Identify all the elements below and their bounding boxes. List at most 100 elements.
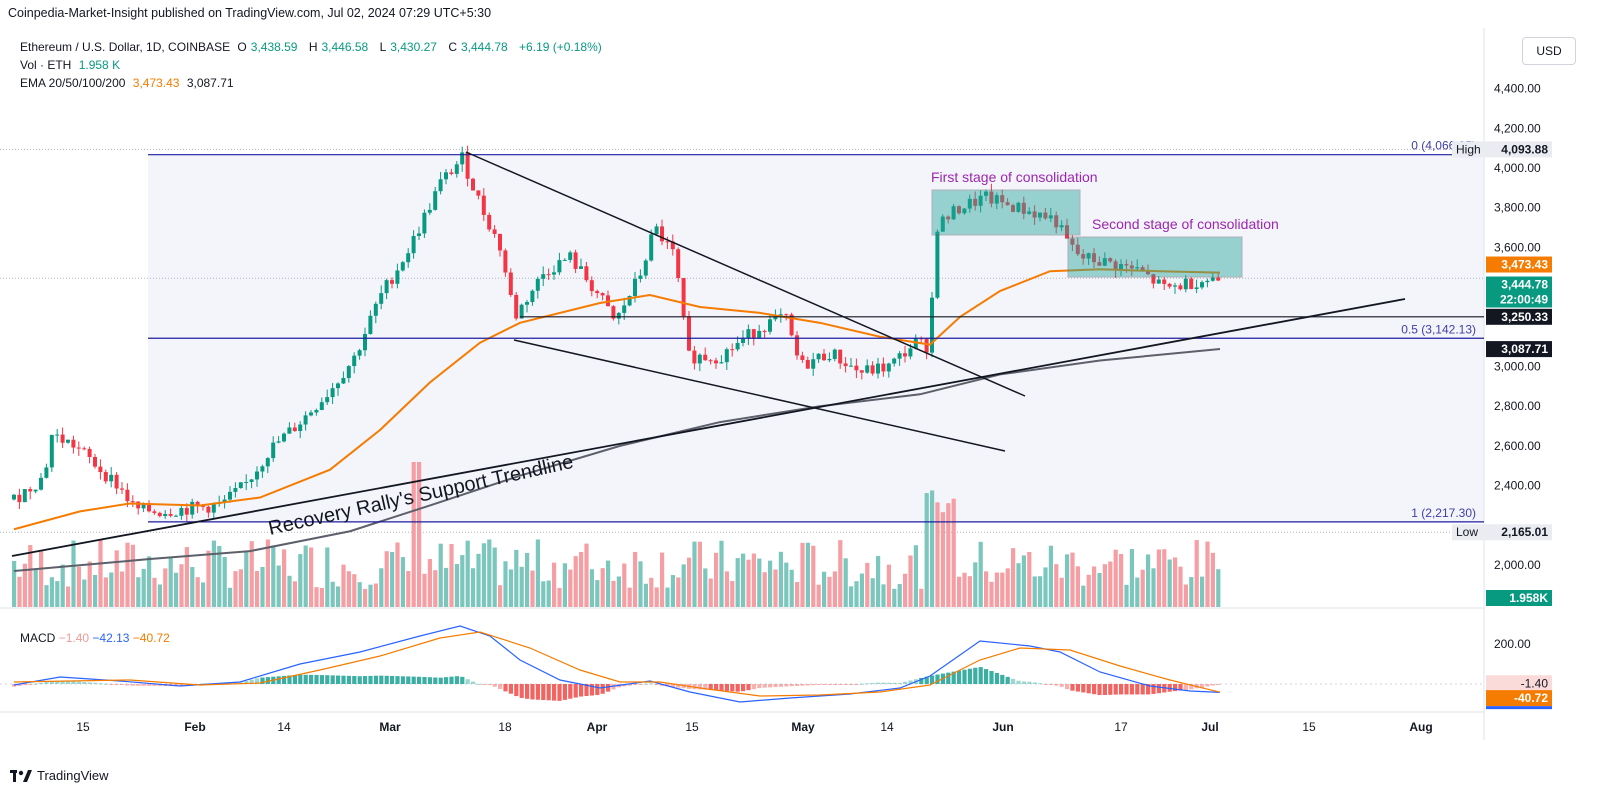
candle-body bbox=[681, 278, 686, 317]
price-chart[interactable]: 4,400.00 4,200.00 4,000.00 3,800.00 3,600.00… bbox=[0, 28, 1600, 768]
ema-row[interactable]: EMA 20/50/100/200 3,473.43 3,087.71 bbox=[20, 74, 606, 92]
macd-histogram-bar bbox=[309, 674, 314, 684]
volume-bar bbox=[1146, 554, 1151, 607]
candle-body bbox=[498, 233, 502, 251]
macd-histogram-bar bbox=[1140, 684, 1145, 695]
macd-histogram-bar bbox=[1081, 684, 1086, 693]
candle-body bbox=[514, 294, 519, 319]
volume-bar bbox=[184, 547, 189, 607]
macd-histogram-bar bbox=[147, 684, 152, 686]
volume-bar bbox=[400, 557, 405, 607]
volume-label: Vol · ETH bbox=[20, 58, 72, 72]
ohlc-row: Ethereum / U.S. Dollar, 1D, COINBASE O 3,… bbox=[20, 38, 606, 56]
volume-bar bbox=[530, 570, 535, 607]
candle-body bbox=[697, 354, 702, 364]
volume-bar bbox=[373, 583, 378, 607]
macd-histogram-bar bbox=[357, 676, 362, 684]
tradingview-logo-icon bbox=[10, 769, 32, 783]
price-label-text: 3,250.33 bbox=[1501, 310, 1548, 324]
volume-bar bbox=[525, 552, 530, 607]
volume-bar bbox=[141, 568, 146, 607]
price-flag-background bbox=[1452, 141, 1486, 158]
volume-bar bbox=[789, 569, 794, 607]
macd-histogram-bar bbox=[76, 681, 81, 684]
volume-bar bbox=[805, 542, 810, 607]
candle-body bbox=[303, 415, 308, 425]
candle-body bbox=[649, 234, 654, 261]
volume-bar bbox=[17, 576, 22, 607]
volume-bar bbox=[1183, 584, 1188, 607]
macd-histogram-bar bbox=[1054, 684, 1059, 686]
macd-histogram-bar bbox=[768, 684, 773, 688]
volume-bar bbox=[1038, 576, 1043, 607]
volume-bar bbox=[514, 549, 519, 607]
candle-body bbox=[670, 241, 675, 250]
volume-bar bbox=[1178, 566, 1183, 607]
candle-body bbox=[924, 338, 929, 353]
macd-histogram-bar bbox=[314, 674, 319, 684]
volume-bar bbox=[265, 539, 270, 607]
price-tick-label: 4,200.00 bbox=[1494, 121, 1541, 135]
volume-bar bbox=[233, 571, 238, 607]
volume-bar bbox=[768, 560, 773, 607]
volume-bar bbox=[438, 543, 443, 607]
candle-body bbox=[805, 359, 810, 369]
price-tick-label: 3,600.00 bbox=[1494, 240, 1541, 254]
macd-histogram-bar bbox=[427, 677, 432, 684]
price-flag-text: Low bbox=[1456, 525, 1478, 539]
candle-body bbox=[708, 360, 713, 362]
volume-bar bbox=[471, 568, 476, 607]
candle-body bbox=[87, 448, 92, 458]
volume-bar bbox=[152, 577, 157, 607]
time-tick-label: 14 bbox=[880, 720, 894, 734]
macd-histogram-bar bbox=[1200, 684, 1205, 688]
candle-body bbox=[168, 514, 173, 516]
tradingview-brand[interactable]: TradingView bbox=[10, 768, 109, 783]
macd-legend[interactable]: MACD −1.40 −42.13 −40.72 bbox=[20, 631, 170, 645]
currency-selector[interactable]: USD bbox=[1522, 37, 1576, 65]
macd-histogram-bar bbox=[535, 684, 540, 700]
macd-hist-label: -1.40 bbox=[1521, 676, 1549, 690]
candle-body bbox=[746, 329, 751, 339]
macd-histogram-bar bbox=[994, 672, 999, 684]
macd-histogram-bar bbox=[562, 684, 567, 700]
candle-body bbox=[93, 457, 97, 467]
macd-histogram-bar bbox=[962, 669, 967, 684]
candle-body bbox=[854, 365, 859, 371]
macd-histogram-bar bbox=[433, 677, 438, 684]
volume-bar bbox=[881, 584, 886, 607]
volume-bar bbox=[1210, 552, 1215, 607]
volume-bar bbox=[174, 572, 179, 607]
candle-body bbox=[1216, 277, 1221, 281]
candle-body bbox=[1183, 278, 1188, 290]
macd-histogram-bar bbox=[406, 676, 411, 684]
macd-histogram-bar bbox=[174, 684, 179, 687]
volume-bar bbox=[978, 541, 983, 607]
candle-body bbox=[255, 471, 259, 480]
candle-body bbox=[1102, 258, 1107, 266]
macd-histogram-bar bbox=[1043, 684, 1048, 685]
volume-bar bbox=[82, 579, 87, 607]
candle-body bbox=[870, 365, 875, 374]
macd-histogram-bar bbox=[670, 684, 675, 688]
volume-bar bbox=[1216, 569, 1221, 607]
volume-bar bbox=[838, 540, 843, 607]
candle-body bbox=[1097, 262, 1102, 266]
brand-name: TradingView bbox=[37, 768, 109, 783]
price-label-background bbox=[1486, 590, 1552, 606]
candle-body bbox=[525, 302, 529, 305]
time-tick-label: May bbox=[791, 720, 815, 734]
candle-body bbox=[1200, 282, 1204, 288]
volume-bar bbox=[465, 540, 470, 607]
symbol-name[interactable]: Ethereum / U.S. Dollar, 1D, COINBASE bbox=[20, 40, 231, 54]
volume-bar bbox=[190, 567, 195, 607]
volume-row[interactable]: Vol · ETH 1.958 K bbox=[20, 56, 606, 74]
volume-bar bbox=[238, 569, 243, 607]
volume-bar bbox=[924, 493, 929, 607]
ema-label: EMA 20/50/100/200 bbox=[20, 76, 126, 90]
macd-signal-value: −40.72 bbox=[132, 631, 170, 645]
candle-body bbox=[336, 383, 340, 389]
macd-histogram-bar bbox=[22, 684, 27, 686]
time-tick-label: Mar bbox=[379, 720, 401, 734]
macd-histogram-bar bbox=[373, 675, 378, 684]
